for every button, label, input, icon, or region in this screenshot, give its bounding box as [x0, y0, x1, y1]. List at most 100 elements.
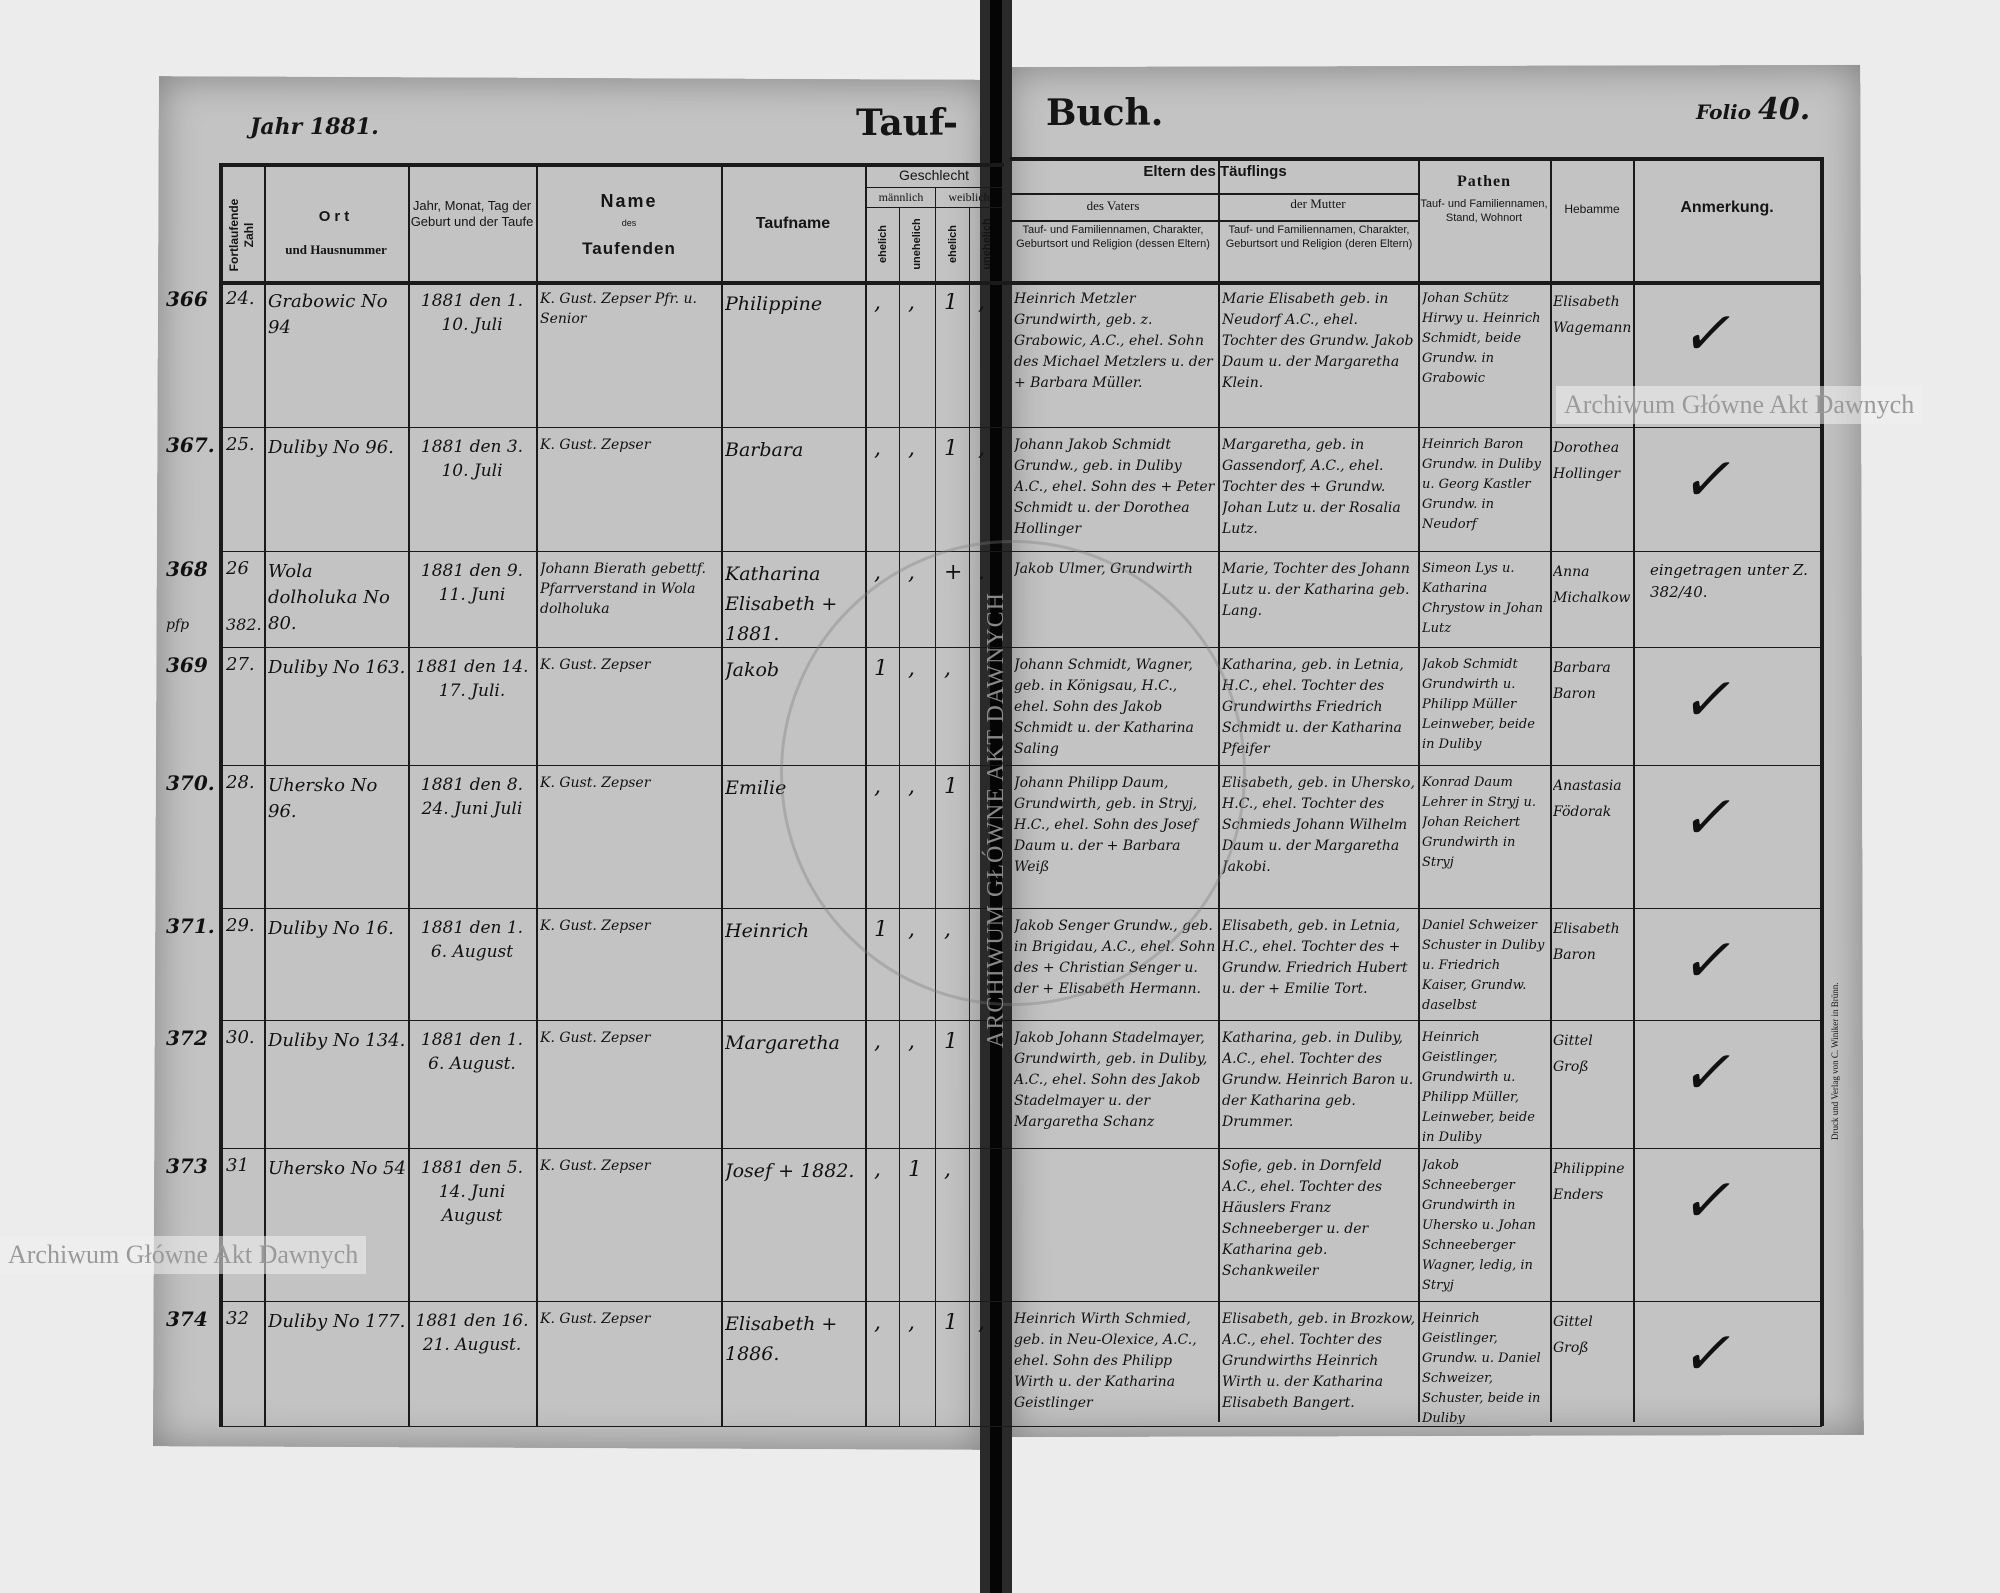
cell-register-number: 372	[166, 1028, 208, 1050]
header-ehelich: ehelich	[947, 225, 959, 263]
sex-mark: 1	[908, 1160, 922, 1182]
cell-taufname: Emilie	[725, 777, 787, 799]
sex-mark: ,	[908, 1032, 915, 1054]
cell-mutter: Elisabeth, geb. in Brozkow, A.C., ehel. …	[1222, 1311, 1416, 1411]
header-fortlaufende-zahl: Fortlaufende Zahl	[222, 180, 262, 280]
header-divider	[1010, 193, 1418, 195]
watermark-archive-bottom: Archiwum Główne Akt Dawnych	[0, 1236, 367, 1274]
cell-taufender: K. Gust. Zepser	[540, 918, 651, 934]
header-name-des: des	[621, 218, 637, 228]
header-divider	[865, 207, 1002, 208]
column-divider	[1418, 159, 1420, 1422]
cell-hebamme: Barbara Baron	[1553, 660, 1611, 702]
sex-mark: ,	[874, 1160, 881, 1182]
cell-lfd-number: 30.	[226, 1028, 255, 1048]
sex-mark: 1	[944, 1313, 958, 1335]
cell-mutter: Margaretha, geb. in Gassendorf, A.C., eh…	[1222, 437, 1401, 537]
cell-taufname: Josef + 1882.	[725, 1160, 855, 1182]
year-label: Jahr 1881.	[250, 114, 379, 140]
column-divider	[536, 163, 538, 1426]
cell-anmerkung: ✓	[1680, 1166, 1731, 1236]
header-ort: Ort	[318, 208, 354, 225]
cell-lfd-note: 382.	[226, 615, 262, 634]
cell-anmerkung: ✓	[1680, 1038, 1731, 1108]
cell-taufname: Barbara	[725, 439, 804, 461]
cell-taufender: K. Gust. Zepser	[540, 775, 651, 791]
cell-mutter: Sofie, geb. in Dornfeld A.C., ehel. Toch…	[1222, 1158, 1383, 1279]
sex-mark: ,	[944, 1160, 951, 1182]
cell-ort: Wola dolholuka No 80.	[268, 561, 390, 634]
title-left: Tauf-	[856, 102, 958, 144]
sex-mark: ,	[874, 293, 881, 315]
cell-pathen: Johan Schütz Hirwy u. Heinrich Schmidt, …	[1422, 291, 1541, 386]
header-unehelich: unehelich	[911, 218, 923, 270]
title-right: Buch.	[1046, 92, 1164, 134]
cell-pathen: Konrad Daum Lehrer in Stryj u. Johan Rei…	[1422, 775, 1536, 870]
header-fortlaufende-zahl-text: Fortlaufende Zahl	[227, 198, 256, 272]
archive-stamp-text: ARCHIWUM GŁÓWNE AKT DAWNYCH	[983, 592, 1009, 1048]
cell-register-note: pfp	[166, 617, 190, 633]
cell-ort: Duliby No 163.	[268, 657, 406, 678]
cell-mutter: Katharina, geb. in Letnia, H.C., ehel. T…	[1222, 657, 1404, 757]
cell-hebamme: Anastasia Födorak	[1553, 778, 1622, 820]
cell-taufender: K. Gust. Zepser Pfr. u. Senior	[540, 291, 697, 327]
cell-vater: Heinrich Metzler Grundwirth, geb. z. Gra…	[1014, 291, 1213, 391]
cell-anmerkung: eingetragen unter Z. 382/40.	[1650, 561, 1808, 601]
row-divider	[219, 1020, 1822, 1021]
cell-register-number: 374	[166, 1309, 208, 1331]
cell-vater: Heinrich Wirth Schmied, geb. in Neu-Olex…	[1014, 1311, 1197, 1411]
header-ehelich: ehelich	[877, 225, 889, 263]
folio-label: Folio 40.	[1696, 92, 1810, 127]
cell-taufname: Heinrich	[725, 920, 810, 942]
header-divider	[865, 187, 1002, 188]
header-weiblich: weiblich	[948, 190, 990, 204]
cell-register-number: 371.	[166, 916, 215, 938]
folio-number: 40.	[1757, 92, 1811, 127]
cell-anmerkung: ✓	[1680, 926, 1731, 996]
archive-stamp	[780, 540, 1246, 1006]
sex-mark: ,	[874, 563, 881, 585]
cell-taufname: Jakob	[725, 659, 780, 681]
cell-anmerkung: ✓	[1680, 783, 1731, 853]
cell-hebamme: Gittel Groß	[1553, 1314, 1593, 1356]
cell-ort: Grabowic No 94	[268, 291, 388, 338]
row-divider	[219, 1301, 1822, 1302]
header-geschlecht: Geschlecht	[898, 167, 970, 183]
header-anmerkung: Anmerkung.	[1680, 199, 1774, 216]
column-divider	[1550, 159, 1552, 1422]
header-maennlich: männlich	[878, 190, 924, 204]
cell-datum: 1881 den 16. 21. August.	[415, 1311, 529, 1355]
cell-taufender: K. Gust. Zepser	[540, 1158, 651, 1174]
cell-hebamme: Philippine Enders	[1553, 1161, 1625, 1203]
sex-mark: ,	[874, 1313, 881, 1335]
cell-hebamme: Elisabeth Wagemann	[1553, 294, 1631, 336]
cell-register-number: 368	[166, 559, 208, 581]
cell-mutter: Marie, Tochter des Johann Lutz u. der Ka…	[1222, 561, 1410, 619]
cell-datum: 1881 den 3. 10. Juli	[420, 437, 524, 481]
cell-anmerkung: ✓	[1680, 665, 1731, 735]
header-pathen-sub: Tauf- und Familiennamen, Stand, Wohnort	[1420, 198, 1548, 224]
cell-vater: Jakob Johann Stadelmayer, Grundwirth, ge…	[1014, 1030, 1208, 1130]
sex-mark: 1	[944, 439, 958, 461]
cell-datum: 1881 den 1. 6. August.	[420, 1030, 524, 1074]
cell-anmerkung: ✓	[1680, 1319, 1731, 1389]
cell-ort: Uhersko No 96.	[268, 775, 378, 822]
header-divider	[1010, 220, 1418, 222]
header-unehelich: unehelich	[981, 218, 993, 270]
cell-pathen: Jakob Schneeberger Grundwirth in Uhersko…	[1422, 1158, 1536, 1293]
cell-taufender: K. Gust. Zepser	[540, 1030, 651, 1046]
cell-taufname: Philippine	[725, 293, 823, 315]
sex-mark: 1	[944, 1032, 958, 1054]
sex-mark: ,	[978, 293, 985, 315]
cell-pathen: Heinrich Baron Grundw. in Duliby u. Geor…	[1422, 437, 1541, 532]
cell-lfd-number: 26	[226, 559, 249, 579]
column-divider	[219, 163, 223, 1426]
cell-pathen: Jakob Schmidt Grundwirth u. Philipp Müll…	[1422, 657, 1535, 752]
cell-datum: 1881 den 14. 17. Juli.	[415, 657, 529, 701]
cell-hebamme: Elisabeth Baron	[1553, 921, 1620, 963]
cell-ort: Duliby No 177.	[268, 1311, 406, 1332]
cell-register-number: 367.	[166, 435, 215, 457]
table-top-border-right	[1010, 157, 1822, 161]
header-name-taufenden: Taufenden	[582, 239, 676, 258]
cell-lfd-number: 25.	[226, 435, 255, 455]
